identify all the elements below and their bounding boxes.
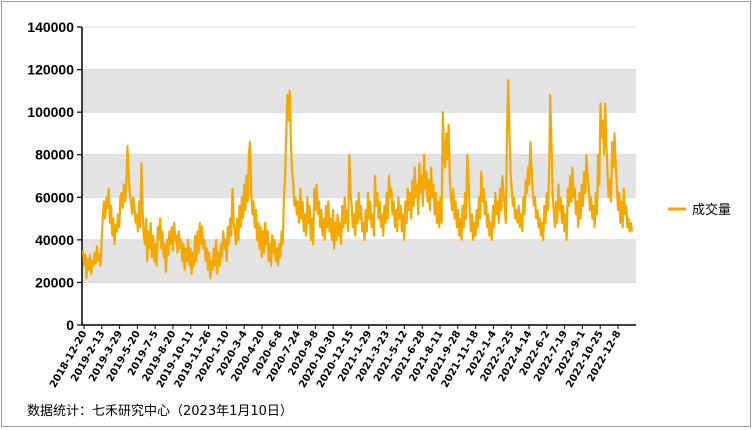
y-tick-label: 40000 [35, 232, 74, 248]
y-tick-label: 60000 [35, 189, 74, 205]
source-note: 数据统计：七禾研究中心（2023年1月10日） [27, 404, 293, 419]
grid-band [82, 27, 636, 70]
y-tick-label: 20000 [35, 274, 74, 290]
legend: 成交量 [668, 202, 731, 218]
legend-label: 成交量 [692, 202, 731, 218]
series-line [81, 79, 634, 280]
grid-band [82, 239, 636, 283]
y-tick-label: 140000 [27, 19, 74, 35]
y-tick-label: 120000 [27, 62, 74, 78]
x-axis: 2018-12-202019-2-132019-3-292019-5-20201… [48, 324, 636, 390]
y-tick-label: 0 [66, 317, 74, 333]
series-layer [81, 79, 634, 280]
y-axis: 0 20000 40000 60000 80000 100000 120000 140000 [27, 19, 83, 333]
grid-band [82, 154, 636, 198]
grid-band [82, 112, 636, 155]
grid-band [82, 69, 636, 113]
y-tick-label: 80000 [35, 147, 74, 163]
grid-band [82, 282, 636, 325]
y-tick-label: 100000 [27, 104, 74, 120]
